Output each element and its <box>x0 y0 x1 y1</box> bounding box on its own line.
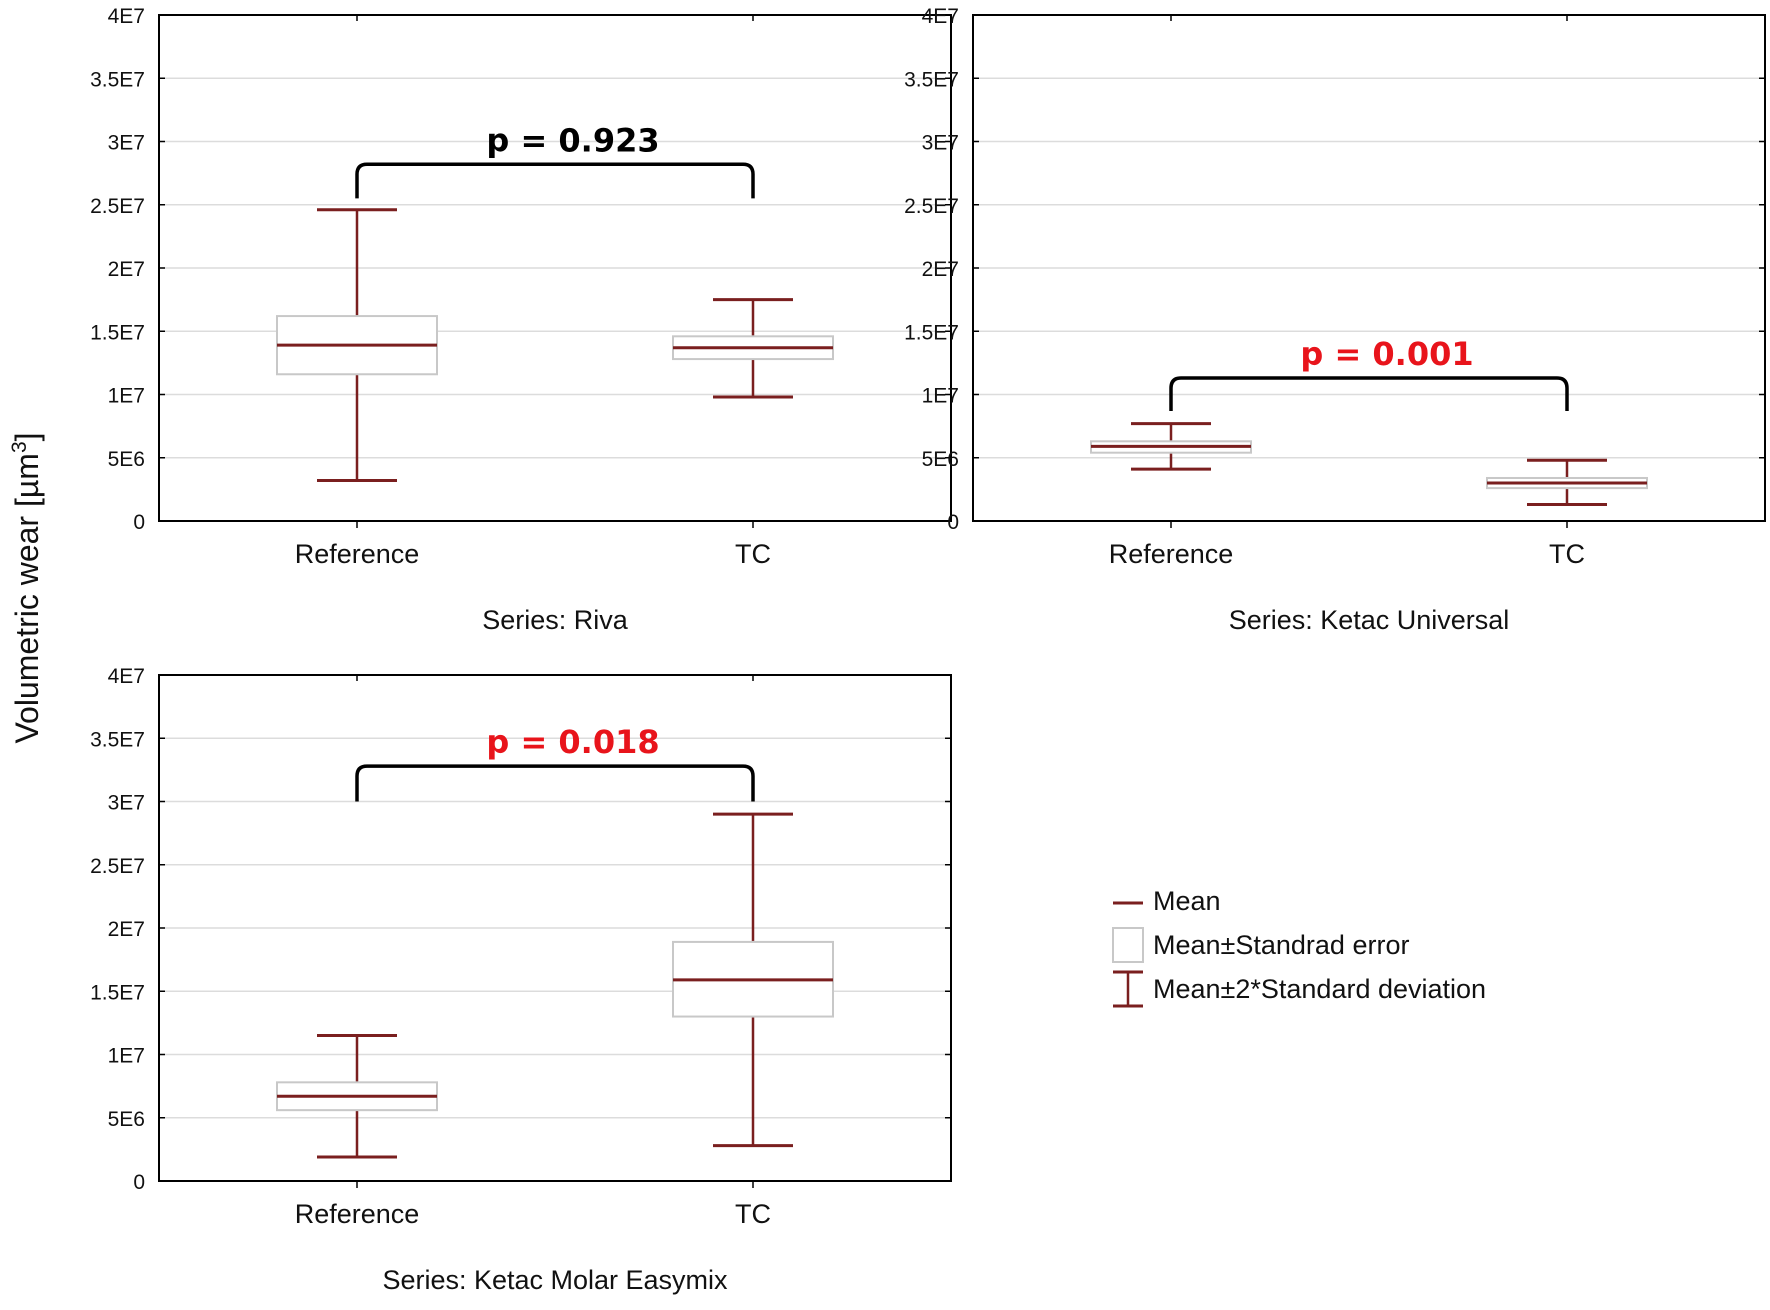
y-tick-label: 4E7 <box>922 5 959 28</box>
significance-bracket <box>355 162 755 199</box>
panel-2: 0 5E6 1E7 1.5E7 2E7 2.5E7 3E7 3.5E7 4E7 Reference… <box>904 5 1766 635</box>
series-label: Series: Riva <box>482 605 629 635</box>
y-tick-label: 2E7 <box>108 258 145 281</box>
x-tick-label: TC <box>735 539 771 569</box>
y-tick-label: 2.5E7 <box>904 195 959 218</box>
y-tick-label: 2E7 <box>108 918 145 941</box>
y-tick-label: 3E7 <box>922 132 959 155</box>
y-tick-label: 5E6 <box>108 448 145 471</box>
box-tc <box>672 812 834 1148</box>
y-tick-label: 2.5E7 <box>90 195 145 218</box>
y-tick-label: 4E7 <box>108 5 145 28</box>
box-reference <box>276 1034 438 1159</box>
box-reference <box>1090 422 1252 471</box>
y-tick-label: 3E7 <box>108 792 145 815</box>
x-tick-label: Reference <box>1109 539 1234 569</box>
significance-bracket <box>355 764 755 802</box>
y-tick-label: 1.5E7 <box>904 321 959 344</box>
x-tick-label: Reference <box>295 539 420 569</box>
p-value-label: p = 0.923 <box>486 121 659 159</box>
y-tick-label: 1E7 <box>922 385 959 408</box>
y-tick-label: 2E7 <box>922 258 959 281</box>
y-tick-label: 0 <box>133 511 145 534</box>
x-tick-label: TC <box>735 1199 771 1229</box>
y-tick-label: 0 <box>947 511 959 534</box>
p-value-label: p = 0.018 <box>486 723 659 761</box>
y-tick-label: 3E7 <box>108 132 145 155</box>
y-tick-label: 1E7 <box>108 385 145 408</box>
y-tick-label: 3.5E7 <box>904 68 959 91</box>
panel-1: 0 5E6 1E7 1.5E7 2E7 2.5E7 3E7 3.5E7 4E7 Reference… <box>90 5 952 635</box>
p-value-label: p = 0.001 <box>1300 335 1473 373</box>
plot-frame <box>158 674 952 1182</box>
legend-label: Mean <box>1153 886 1221 916</box>
panel-3: 0 5E6 1E7 1.5E7 2E7 2.5E7 3E7 3.5E7 4E7 Reference… <box>90 665 952 1295</box>
legend-item-mean: Mean <box>1113 886 1221 916</box>
y-axis-label: Volumetric wear [µm3] <box>8 432 45 743</box>
y-tick-label: 0 <box>133 1171 145 1194</box>
box-reference <box>276 208 438 483</box>
box-tc <box>1486 458 1648 507</box>
series-label: Series: Ketac Molar Easymix <box>382 1265 728 1295</box>
y-tick-label: 1.5E7 <box>90 981 145 1004</box>
legend-label: Mean±2*Standard deviation <box>1153 974 1486 1004</box>
y-tick-label: 3.5E7 <box>90 728 145 751</box>
legend: Mean Mean±Standrad error Mean±2*Standard d… <box>1112 886 1486 1008</box>
panels: 0 5E6 1E7 1.5E7 2E7 2.5E7 3E7 3.5E7 4E7 Reference… <box>90 5 1766 1295</box>
y-tick-label: 2.5E7 <box>90 855 145 878</box>
legend-box-icon <box>1112 927 1144 963</box>
y-tick-label: 1.5E7 <box>90 321 145 344</box>
plot-frame <box>158 14 952 522</box>
x-tick-label: TC <box>1549 539 1585 569</box>
legend-item-box: Mean±Standrad error <box>1112 927 1409 963</box>
plot-frame <box>972 14 1766 522</box>
y-tick-label: 5E6 <box>108 1108 145 1131</box>
significance-bracket <box>1169 376 1569 411</box>
legend-label: Mean±Standrad error <box>1153 930 1409 960</box>
legend-item-whisker: Mean±2*Standard deviation <box>1113 970 1486 1008</box>
y-tick-label: 3.5E7 <box>90 68 145 91</box>
box-tc <box>672 298 834 399</box>
series-label: Series: Ketac Universal <box>1229 605 1510 635</box>
y-tick-label: 4E7 <box>108 665 145 688</box>
y-tick-label: 1E7 <box>108 1045 145 1068</box>
x-tick-label: Reference <box>295 1199 420 1229</box>
y-tick-label: 5E6 <box>922 448 959 471</box>
